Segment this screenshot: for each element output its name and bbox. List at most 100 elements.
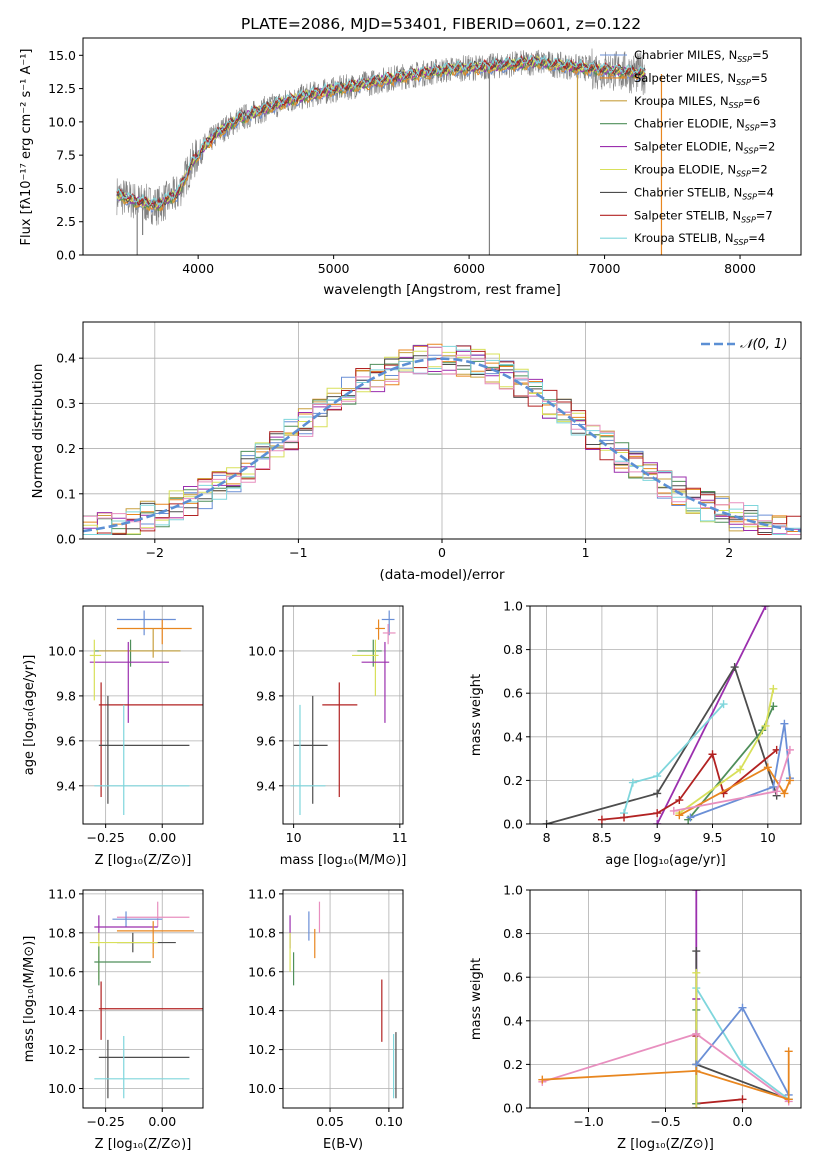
spectrum-xtick-label: 6000 xyxy=(453,261,485,276)
spectrum-panel: PLATE=2086, MJD=53401, FIBERID=0601, z=0… xyxy=(19,15,802,298)
panel-xlabel: mass [log₁₀(M/M⊙)] xyxy=(280,853,407,868)
weight-marker xyxy=(692,968,701,977)
panel-ytick-label: 0.8 xyxy=(503,642,523,657)
panel-ytick-label: 10.6 xyxy=(48,964,76,979)
weight-line-3 xyxy=(623,703,725,814)
massweight-vs-Z-panel: −1.0 −0.5 0.0 0.0 0.2 0.4 0.6 0.8 1.0 Z [log₁₀(Z/… xyxy=(469,883,802,1152)
panel-marks xyxy=(542,606,794,824)
weight-marker xyxy=(653,789,662,798)
panel-ytick-label: 9.6 xyxy=(256,733,276,748)
panel-ytick-label: 0.8 xyxy=(503,926,523,941)
panel-axes xyxy=(283,606,403,824)
weight-marker xyxy=(686,813,695,822)
histogram-xtick-label: −2 xyxy=(146,545,164,560)
weight-marker xyxy=(738,1003,747,1012)
histogram-ytick-label: 0.1 xyxy=(56,486,76,501)
legend-label: Chabrier ELODIE, NSSP=3 xyxy=(634,117,776,133)
legend-label: Chabrier MILES, NSSP=5 xyxy=(634,48,769,64)
weight-marker xyxy=(785,776,794,785)
histogram-steps xyxy=(83,343,801,535)
histogram-frame xyxy=(82,321,802,540)
panel-ytick-label: 0.0 xyxy=(503,1101,523,1116)
residual-histogram-panel: −2 −1 0 1 2 0.0 0.1 0.2 0.3 0.4 𝒩(0, 1) (data-mod… xyxy=(30,321,802,583)
panel-xtick-label: 9.5 xyxy=(703,830,723,845)
spectrum-ticks: 4000 5000 6000 7000 8000 0.0 2.5 5.0 7.5 10.0 12.5… xyxy=(48,48,756,276)
panel-xtick-label: −0.25 xyxy=(86,1114,124,1129)
spectrum-xtick-label: 7000 xyxy=(589,261,621,276)
panel-ytick-label: 0.4 xyxy=(503,1013,523,1028)
panel-ylabel: mass [log₁₀(M/M⊙)] xyxy=(22,936,37,1063)
panel-xtick-label: 0.00 xyxy=(148,830,176,845)
spectrum-title: PLATE=2086, MJD=53401, FIBERID=0601, z=0… xyxy=(241,15,641,33)
panel-xtick-label: 10 xyxy=(760,830,776,845)
histogram-ytick-label: 0.2 xyxy=(56,441,76,456)
panel-ytick-label: 0.0 xyxy=(503,817,523,832)
age-vs-Z-panel: −0.25 0.00 9.4 9.6 9.8 10.0 Z [log₁₀(Z/Z⊙)] age… xyxy=(22,605,204,868)
panel-xtick-label: −1.0 xyxy=(573,1114,603,1129)
panel-ylabel: age [log₁₀(age/yr)] xyxy=(22,655,37,776)
histogram-xlabel: (data-model)/error xyxy=(379,567,505,583)
model-fit-6 xyxy=(116,55,646,212)
panel-ytick-label: 10.0 xyxy=(48,643,76,658)
panel-ytick-label: 10.0 xyxy=(248,643,276,658)
panel-xtick-label: 0.0 xyxy=(733,1114,753,1129)
weight-marker xyxy=(692,947,701,956)
panel-xtick-label: 11 xyxy=(392,830,408,845)
panel-axes xyxy=(283,890,403,1108)
panel-ytick-label: 10.4 xyxy=(48,1003,76,1018)
panel-ytick-label: 10.6 xyxy=(248,964,276,979)
weight-marker xyxy=(692,1066,701,1075)
weight-marker xyxy=(653,809,662,818)
panel-marks xyxy=(289,901,397,1099)
panel-marks xyxy=(538,890,793,1108)
spectrum-xtick-label: 4000 xyxy=(182,261,214,276)
panel-xlabel: Z [log₁₀(Z/Z⊙)] xyxy=(95,1137,192,1152)
weight-marker xyxy=(692,1104,701,1108)
weight-marker xyxy=(738,1095,747,1104)
panel-ytick-label: 10.0 xyxy=(248,1081,276,1096)
histogram-ticks: −2 −1 0 1 2 0.0 0.1 0.2 0.3 0.4 xyxy=(56,351,733,560)
panel-xlabel: Z [log₁₀(Z/Z⊙)] xyxy=(95,853,192,868)
mass-vs-Z-panel: −0.25 0.00 10.0 10.2 10.4 10.6 10.8 11.0 Z [log₁… xyxy=(22,886,204,1152)
panel-xtick-label: −0.5 xyxy=(650,1114,680,1129)
panel-ytick-label: 10.8 xyxy=(248,925,276,940)
legend-label: Kroupa ELODIE, NSSP=2 xyxy=(634,163,768,179)
weight-marker xyxy=(784,1095,793,1104)
weight-marker xyxy=(542,820,551,824)
panel-xlabel: E(B-V) xyxy=(323,1137,363,1152)
spectrum-ytick-label: 2.5 xyxy=(56,214,76,229)
weight-line-9 xyxy=(542,1051,790,1101)
weight-marker xyxy=(620,813,629,822)
weight-marker xyxy=(708,750,717,759)
weight-marker xyxy=(538,1075,547,1084)
panel-ytick-label: 0.2 xyxy=(503,773,523,788)
histogram-ylabel: Normed distribution xyxy=(30,364,46,499)
legend-label: Kroupa STELIB, NSSP=4 xyxy=(634,231,765,247)
legend-label: Salpeter STELIB, NSSP=7 xyxy=(634,208,773,224)
panel-xtick-label: −0.25 xyxy=(86,830,124,845)
histogram-ytick-label: 0.0 xyxy=(56,532,76,547)
panel-xtick-label: 0.10 xyxy=(375,1114,403,1129)
histogram-xtick-label: 1 xyxy=(582,545,590,560)
weight-marker xyxy=(761,721,770,730)
weight-marker xyxy=(628,778,637,787)
panel-frame xyxy=(282,889,404,1109)
weight-line-6 xyxy=(678,688,775,814)
panel-ytick-label: 9.8 xyxy=(256,688,276,703)
spectrum-xtick-label: 5000 xyxy=(318,261,350,276)
panel-ytick-label: 11.0 xyxy=(248,886,276,901)
observed-spectrum xyxy=(116,48,646,226)
panel-ylabel: mass weight xyxy=(469,958,484,1040)
weight-marker xyxy=(692,890,701,894)
panel-frame xyxy=(529,605,802,825)
weight-marker xyxy=(692,1029,701,1038)
weight-marker xyxy=(653,820,662,824)
panel-xtick-label: 0.00 xyxy=(148,1114,176,1129)
normal-legend-label: 𝒩(0, 1) xyxy=(740,337,787,352)
panel-ytick-label: 10.4 xyxy=(248,1003,276,1018)
panel-ytick-label: 0.4 xyxy=(503,729,523,744)
panel-ytick-label: 10.0 xyxy=(48,1081,76,1096)
weight-marker xyxy=(761,606,770,610)
weight-marker xyxy=(719,700,728,709)
panel-ytick-label: 9.4 xyxy=(256,778,276,793)
